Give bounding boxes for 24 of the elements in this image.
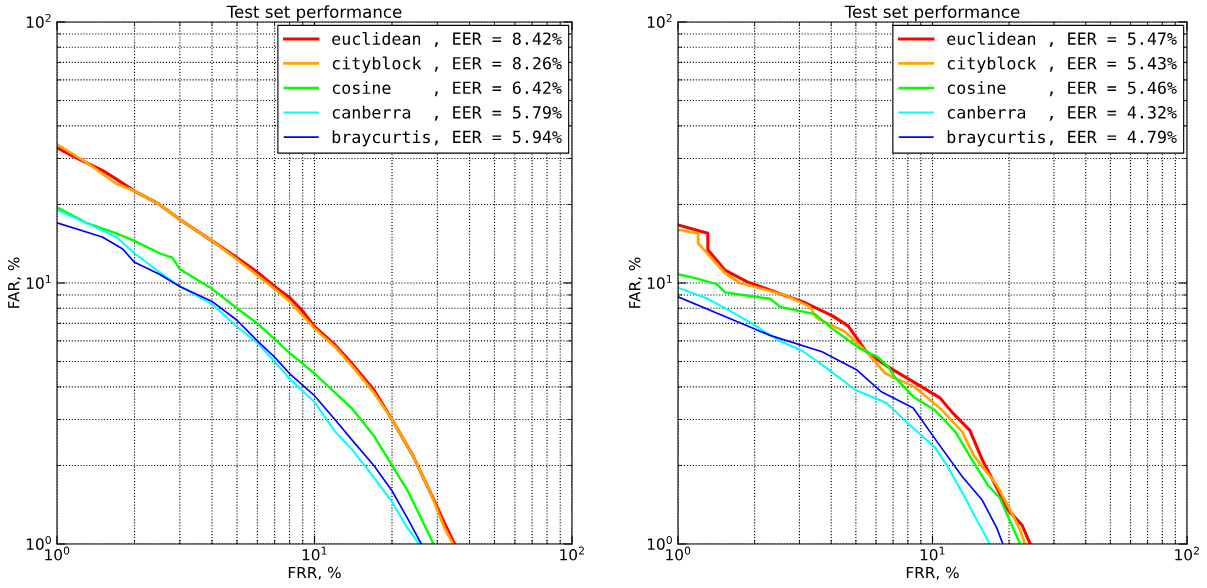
legend-label: cityblock , EER = 5.43% <box>947 56 1177 73</box>
x-tick-label: 10$^{2}$ <box>560 546 584 561</box>
x-axis-title: FRR, % <box>288 566 341 580</box>
legend-label: braycurtis, EER = 5.94% <box>332 130 562 147</box>
chart-title: Test set performance <box>226 5 402 22</box>
y-tick-label: 10$^{1}$ <box>647 275 672 289</box>
legend-label: canberra , EER = 4.32% <box>947 105 1177 121</box>
legend-label: cosine , EER = 6.42% <box>332 81 562 97</box>
y-tick-label: 10$^{2}$ <box>26 13 51 28</box>
legend-label: euclidean , EER = 8.42% <box>332 32 562 48</box>
x-tick-label: 10$^{2}$ <box>1175 546 1199 561</box>
legend-label: cityblock , EER = 8.26% <box>332 56 562 73</box>
x-axis-title: FRR, % <box>906 566 959 580</box>
legend-label: braycurtis, EER = 4.79% <box>947 130 1177 147</box>
y-axis-title: FAR, % <box>7 257 22 308</box>
legend-label: euclidean , EER = 5.47% <box>947 32 1177 48</box>
y-axis-title: FAR, % <box>628 257 643 308</box>
y-tick-label: 10$^{1}$ <box>26 275 51 289</box>
legend-label: cosine , EER = 5.46% <box>947 81 1177 97</box>
y-tick-label: 10$^{2}$ <box>647 13 672 28</box>
legend-label: canberra , EER = 5.79% <box>332 105 562 121</box>
x-tick-label: 10$^{1}$ <box>302 546 327 561</box>
chart-title: Test set performance <box>844 5 1020 22</box>
x-tick-label: 10$^{1}$ <box>920 546 945 561</box>
